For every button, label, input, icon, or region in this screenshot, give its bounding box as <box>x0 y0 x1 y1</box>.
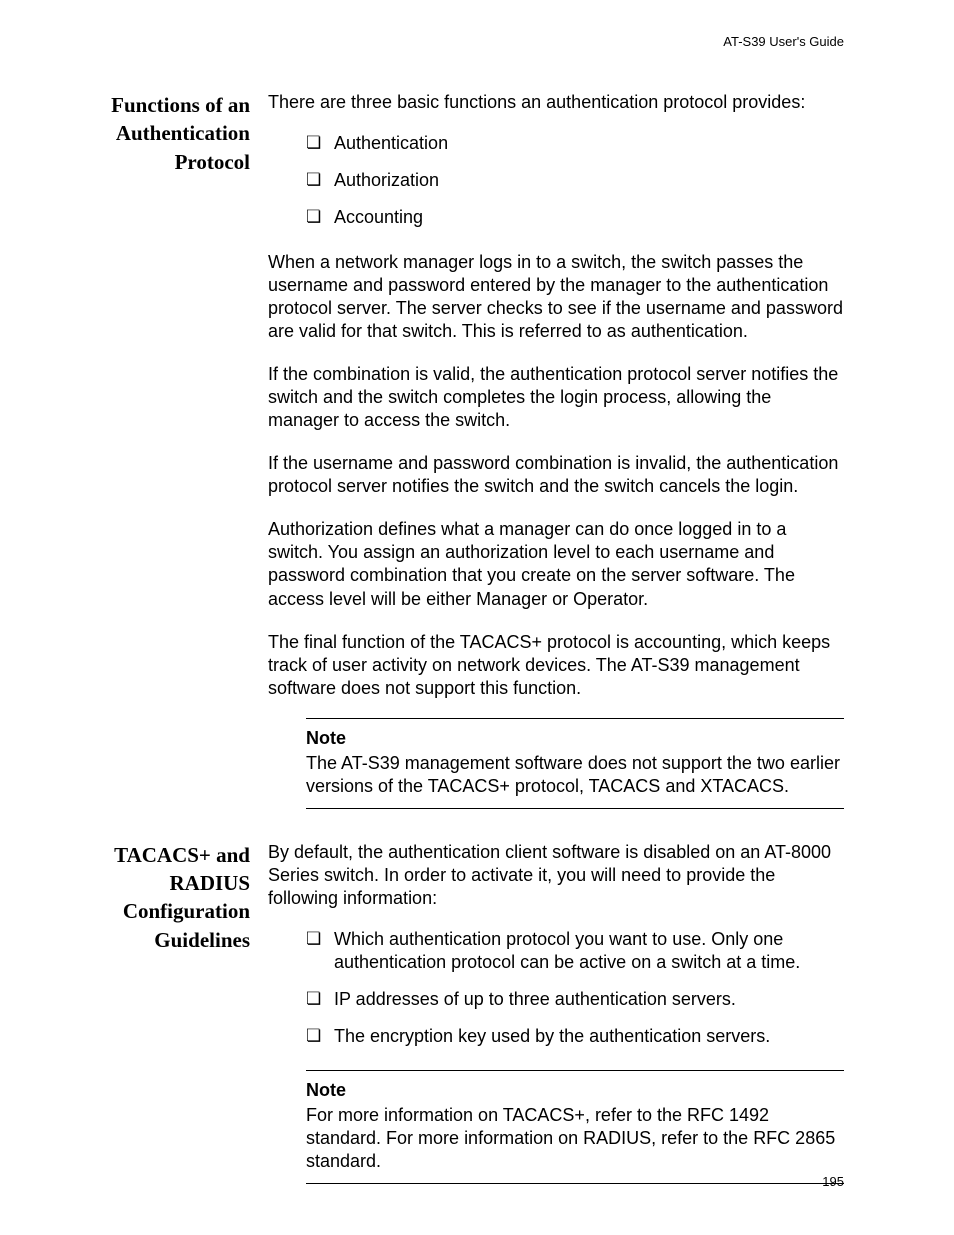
note-title: Note <box>306 727 844 750</box>
list-item: Authentication <box>306 132 844 155</box>
section1-intro: There are three basic functions an authe… <box>268 91 844 114</box>
body-paragraph: If the username and password combination… <box>268 452 844 498</box>
note-title: Note <box>306 1079 844 1102</box>
section-body-guidelines: By default, the authentication client so… <box>268 841 844 1212</box>
section1-bullets: Authentication Authorization Accounting <box>268 132 844 229</box>
note-block: Note The AT-S39 management software does… <box>306 718 844 809</box>
note-body: The AT-S39 management software does not … <box>306 752 844 798</box>
section-guidelines: TACACS+ and RADIUS Configuration Guideli… <box>90 841 844 1212</box>
list-item: Authorization <box>306 169 844 192</box>
list-item: Which authentication protocol you want t… <box>306 928 844 974</box>
list-item: The encryption key used by the authentic… <box>306 1025 844 1048</box>
body-paragraph: If the combination is valid, the authent… <box>268 363 844 432</box>
section2-bullets: Which authentication protocol you want t… <box>268 928 844 1048</box>
note-block: Note For more information on TACACS+, re… <box>306 1070 844 1184</box>
note-body: For more information on TACACS+, refer t… <box>306 1104 844 1173</box>
section-heading-guidelines: TACACS+ and RADIUS Configuration Guideli… <box>90 841 268 954</box>
section2-intro: By default, the authentication client so… <box>268 841 844 910</box>
page-number: 195 <box>822 1174 844 1189</box>
section-functions: Functions of an Authentication Protocol … <box>90 91 844 837</box>
header-guide-title: AT-S39 User's Guide <box>90 34 844 49</box>
section-heading-functions: Functions of an Authentication Protocol <box>90 91 268 176</box>
section-body-functions: There are three basic functions an authe… <box>268 91 844 837</box>
list-item: Accounting <box>306 206 844 229</box>
body-paragraph: Authorization defines what a manager can… <box>268 518 844 610</box>
list-item: IP addresses of up to three authenticati… <box>306 988 844 1011</box>
body-paragraph: When a network manager logs in to a swit… <box>268 251 844 343</box>
page: AT-S39 User's Guide Functions of an Auth… <box>0 0 954 1235</box>
body-paragraph: The final function of the TACACS+ protoc… <box>268 631 844 700</box>
